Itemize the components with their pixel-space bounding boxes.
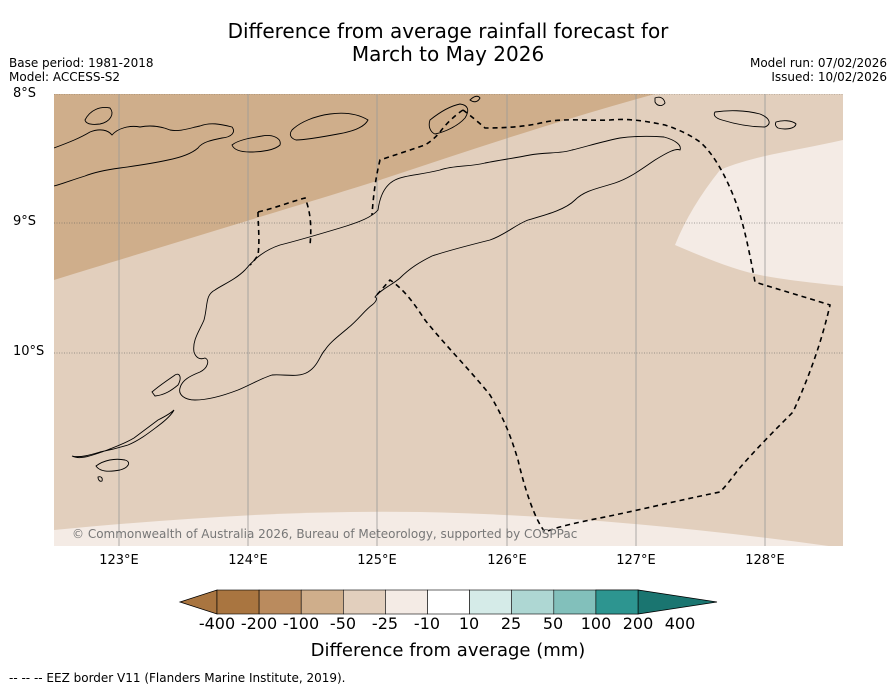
colorbar-segment (511, 589, 555, 615)
eez-border (249, 109, 831, 533)
copyright-text: © Commonwealth of Australia 2026, Bureau… (72, 527, 577, 541)
colorbar-extend-low (178, 589, 218, 615)
coastline-roti (151, 373, 181, 397)
issued-date: Issued: 10/02/2026 (771, 70, 887, 84)
coastline-timor (179, 135, 681, 401)
colorbar-segment (258, 589, 302, 615)
colorbar-label: 10 (458, 614, 480, 633)
coastline-alor-islands (54, 123, 234, 187)
fill-minus-100 (54, 94, 655, 280)
lat-label-10s: 10°S (13, 344, 45, 359)
base-period: Base period: 1981-2018 (9, 56, 154, 70)
colorbar-segment (300, 589, 344, 615)
lon-label-127e: 127°E (616, 553, 656, 568)
colorbar-label: 200 (622, 614, 654, 633)
gridlines (54, 94, 843, 354)
colorbar-label: -200 (240, 614, 278, 633)
model-name: Model: ACCESS-S2 (9, 70, 121, 84)
lon-label-128e: 128°E (745, 553, 785, 568)
colorbar-label: -10 (413, 614, 441, 633)
lon-label-123e: 123°E (99, 553, 139, 568)
colorbar-label: -400 (198, 614, 236, 633)
lon-label-125e: 125°E (357, 553, 397, 568)
eez-legend-note: -- -- -- EEZ border V11 (Flanders Marine… (9, 671, 346, 685)
colorbar-label: -50 (329, 614, 357, 633)
colorbar-extend-high (637, 589, 718, 615)
colorbar-label: 100 (580, 614, 612, 633)
lon-label-124e: 124°E (228, 553, 268, 568)
colorbar-label: 400 (664, 614, 696, 633)
colorbar-label: -100 (282, 614, 320, 633)
colorbar-segment (216, 589, 260, 615)
meridians (118, 94, 766, 546)
colorbar-segment (469, 589, 513, 615)
lat-label-8s: 8°S (13, 86, 37, 101)
colorbar-segment (427, 589, 470, 615)
rainfall-map: © Commonwealth of Australia 2026, Bureau… (54, 94, 843, 546)
colorbar-label: -25 (371, 614, 399, 633)
model-run-date: Model run: 07/02/2026 (749, 56, 887, 70)
coastlines (54, 95, 797, 482)
colorbar-segment (553, 589, 597, 615)
colorbar-segment (342, 589, 386, 615)
lon-label-126e: 126°E (487, 553, 527, 568)
colorbar (178, 589, 718, 615)
colorbar-label: 25 (500, 614, 522, 633)
colorbar-title: Difference from average (mm) (310, 640, 586, 661)
chart-title-line2: March to May 2026 (351, 42, 545, 66)
colorbar-segment (385, 589, 428, 615)
chart-title-line1: Difference from average rainfall forecas… (227, 19, 669, 43)
coastline-sawu (71, 409, 175, 459)
fill-minus-25-east (675, 140, 843, 286)
lat-label-9s: 9°S (13, 214, 37, 229)
colorbar-label: 50 (542, 614, 564, 633)
colorbar-segment (595, 589, 639, 615)
